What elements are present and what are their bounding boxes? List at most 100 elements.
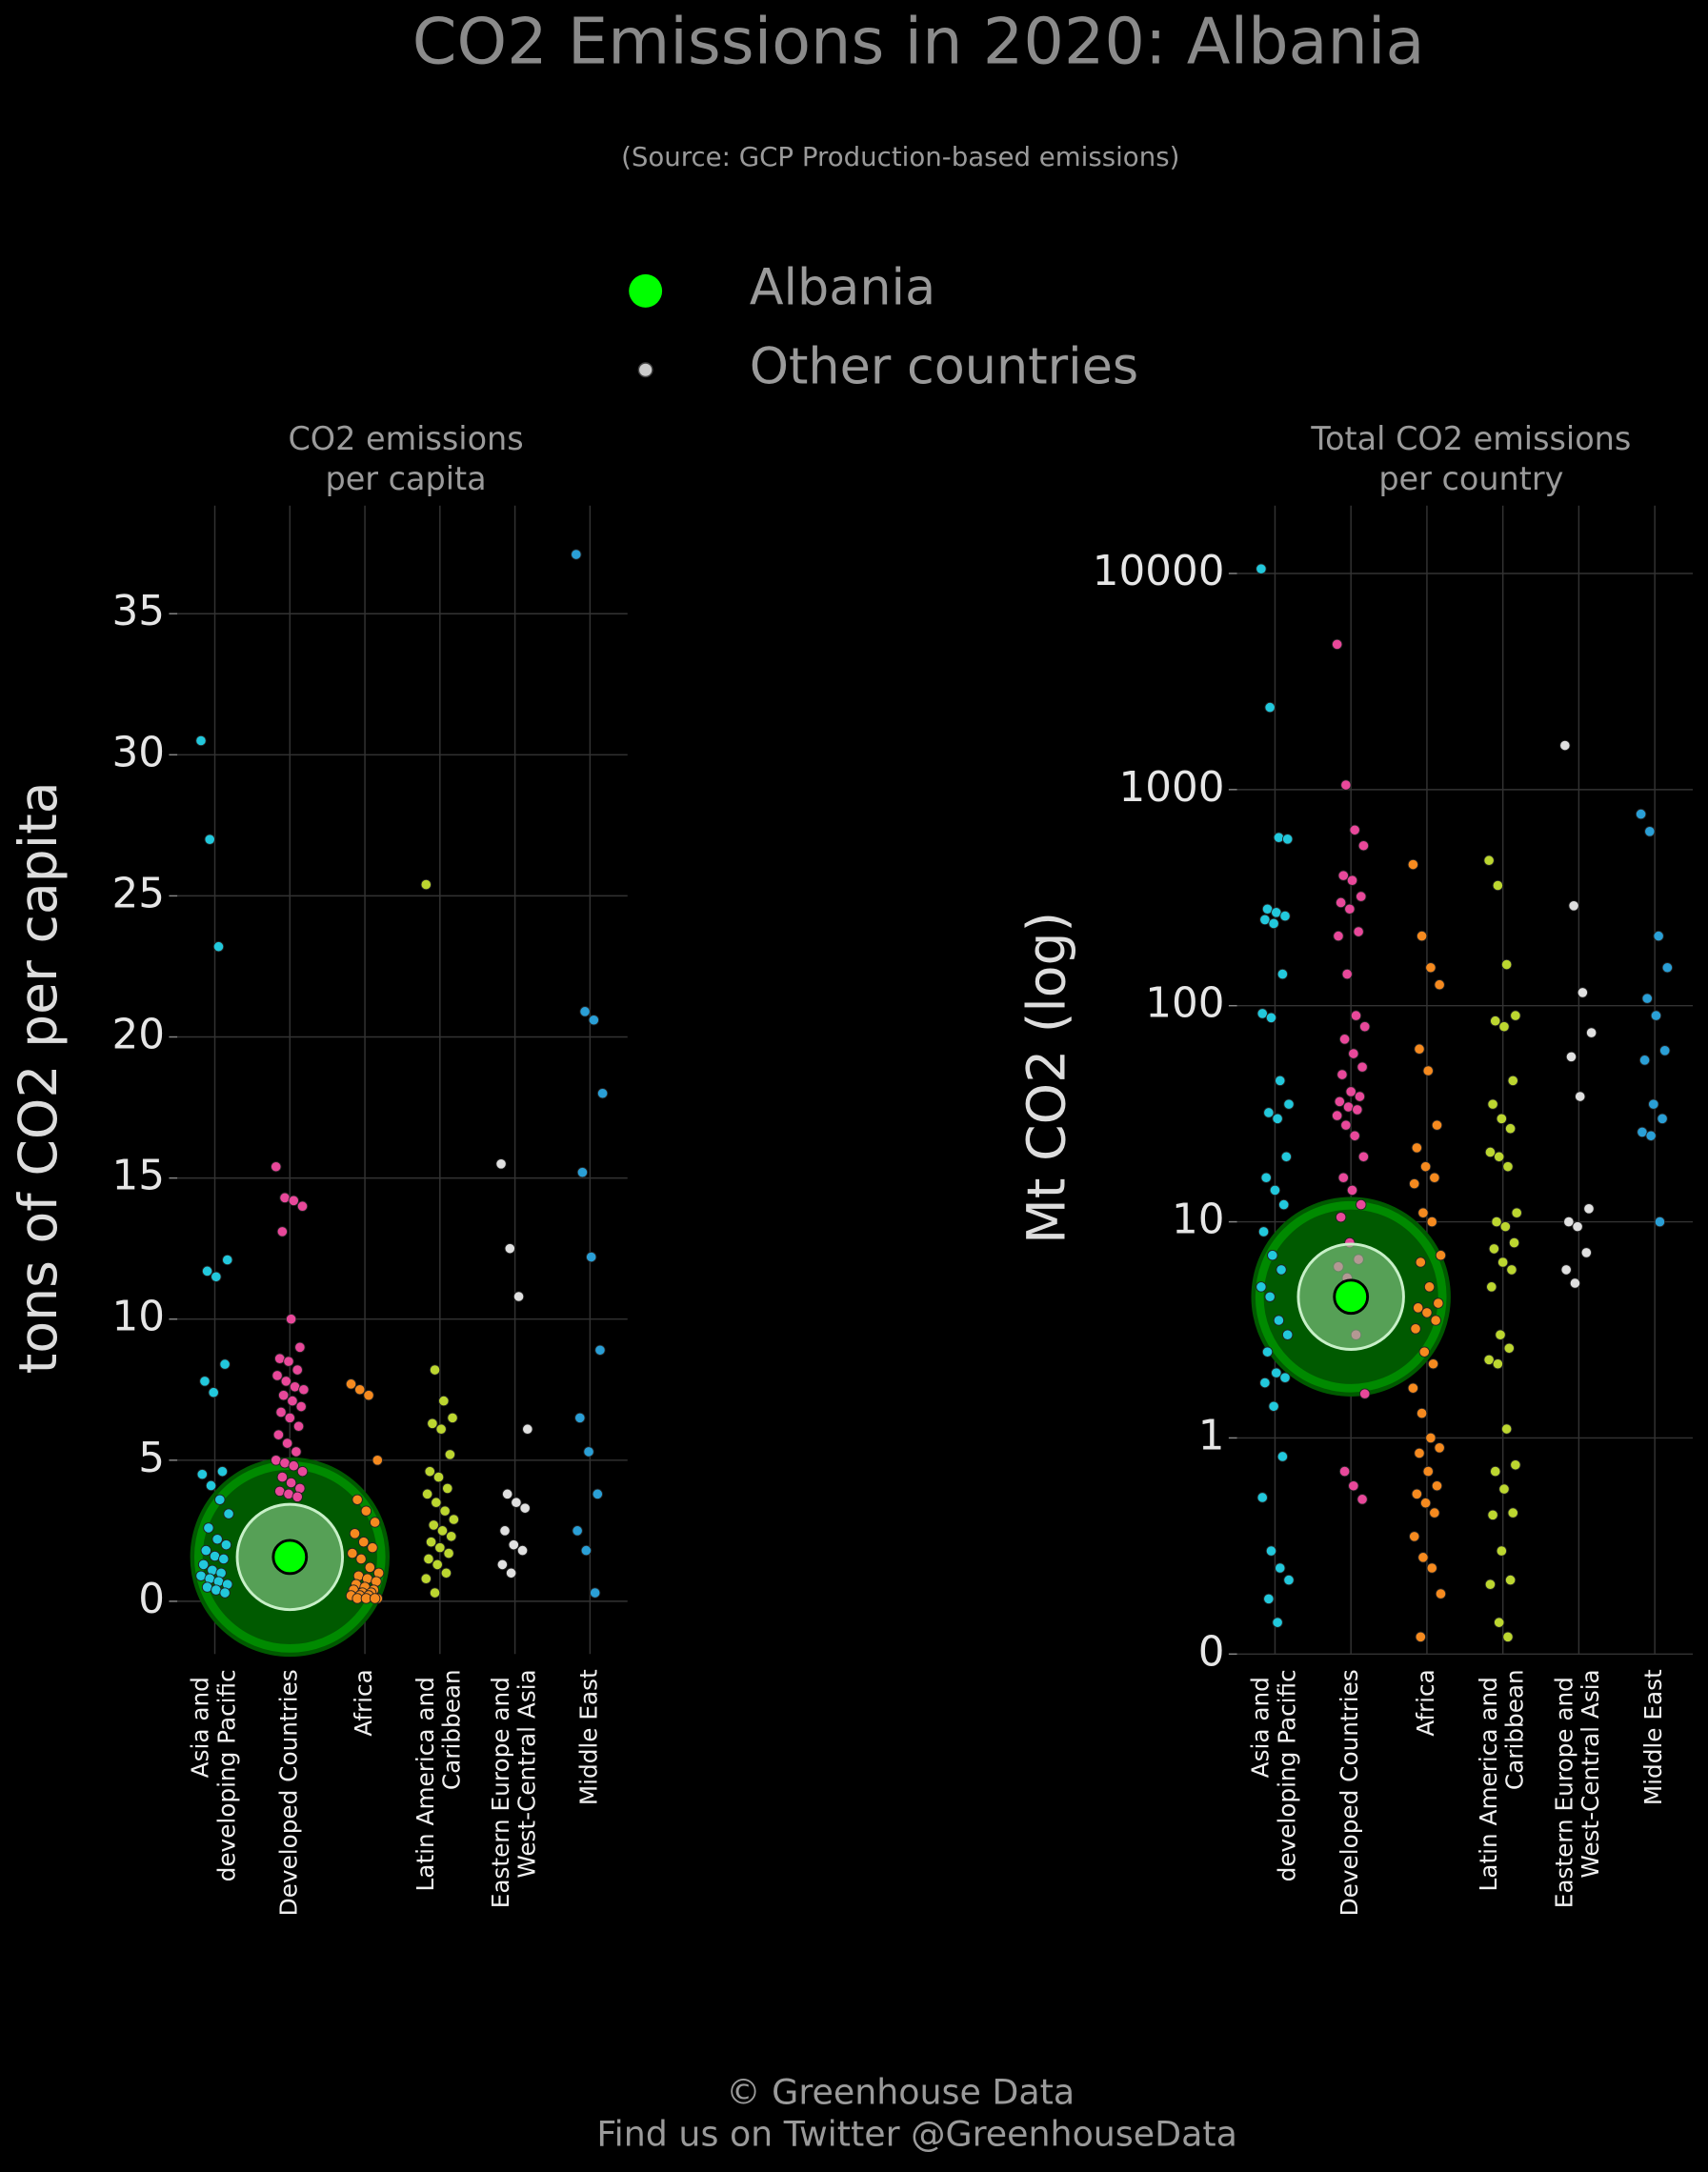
point: [1413, 1302, 1424, 1314]
point: [580, 1544, 593, 1557]
title: CO2 Emissions in 2020: Albania: [412, 5, 1425, 79]
point: [1504, 1574, 1517, 1586]
point: [574, 1412, 586, 1424]
point: [440, 1567, 452, 1579]
point: [592, 1488, 603, 1500]
point: [1331, 1110, 1343, 1121]
x-tick-label: Africa: [350, 1669, 377, 1737]
point: [1276, 1451, 1289, 1462]
point: [1565, 1051, 1577, 1063]
point: [1352, 1104, 1363, 1116]
point: [1422, 1465, 1434, 1478]
point: [431, 1497, 442, 1508]
point: [1272, 1113, 1283, 1124]
point: [594, 1344, 606, 1356]
point: [1483, 1354, 1495, 1366]
point: [1648, 1098, 1659, 1110]
point: [1429, 1507, 1440, 1518]
point: [501, 1488, 513, 1500]
point: [1645, 1130, 1657, 1141]
point: [432, 1559, 443, 1571]
point: [1409, 1531, 1420, 1542]
point: [1425, 1432, 1437, 1444]
point: [1572, 1220, 1583, 1233]
point: [1429, 1172, 1440, 1183]
point: [1348, 1480, 1359, 1492]
point: [1430, 1315, 1441, 1326]
point: [1659, 1045, 1671, 1056]
point: [443, 1547, 454, 1559]
point: [1416, 930, 1428, 942]
point: [495, 1158, 507, 1170]
point: [204, 834, 215, 845]
point: [1414, 1447, 1425, 1459]
point: [205, 1479, 217, 1492]
point: [420, 878, 432, 891]
point: [1256, 1492, 1268, 1503]
point: [1416, 1407, 1428, 1419]
point: [197, 1559, 210, 1571]
point: [446, 1531, 457, 1542]
point: [1411, 1142, 1423, 1154]
point: [1349, 1130, 1360, 1141]
point: [1265, 1012, 1277, 1023]
point: [1273, 1315, 1285, 1326]
point: [208, 1387, 219, 1398]
point: [285, 1314, 297, 1325]
point: [1559, 739, 1571, 752]
point: [1499, 1220, 1511, 1233]
point: [295, 1400, 307, 1413]
point: [1407, 858, 1419, 871]
point: [294, 1341, 306, 1353]
point: [1431, 1119, 1443, 1131]
point: [211, 1534, 223, 1545]
point: [1641, 993, 1653, 1004]
point: [1354, 1091, 1366, 1102]
x-tick-label: Middle East: [1639, 1669, 1667, 1805]
point: [1491, 1216, 1502, 1228]
point: [1500, 1423, 1513, 1435]
point: [444, 1449, 456, 1460]
point: [512, 1291, 525, 1302]
point: [1359, 1388, 1371, 1399]
point: [1349, 824, 1360, 835]
point: [349, 1528, 361, 1539]
point: [519, 1502, 531, 1514]
point: [447, 1412, 458, 1424]
point: [1494, 1151, 1505, 1162]
point: [596, 1088, 609, 1099]
point: [1486, 1281, 1497, 1293]
point: [1267, 1250, 1278, 1261]
point: [1282, 834, 1294, 845]
point: [288, 1195, 299, 1206]
point: [1511, 1207, 1522, 1218]
point: [1256, 563, 1267, 574]
point: [1283, 1574, 1295, 1586]
point: [1275, 1075, 1286, 1087]
x-tick-label: Latin America and Caribbean: [1475, 1669, 1529, 1891]
point: [288, 1460, 299, 1472]
point: [1498, 1483, 1510, 1495]
point: [429, 1587, 441, 1599]
point: [1417, 1552, 1429, 1563]
point: [1356, 891, 1367, 902]
point: [1346, 875, 1358, 886]
point: [423, 1553, 434, 1565]
y-tick-label: 10: [112, 1294, 165, 1341]
point: [505, 1567, 517, 1579]
point: [435, 1423, 447, 1435]
point: [1503, 1342, 1515, 1354]
point: [436, 1525, 449, 1537]
point: [1654, 1216, 1666, 1228]
point: [223, 1508, 234, 1519]
point: [220, 1538, 232, 1551]
y-tick-label: 30: [112, 729, 165, 776]
point: [432, 1471, 445, 1483]
point: [1487, 1509, 1498, 1520]
point: [200, 1544, 211, 1557]
point: [429, 1364, 441, 1376]
point: [271, 1370, 283, 1381]
point: [369, 1517, 381, 1528]
y-tick-label: 10: [1172, 1197, 1225, 1244]
point: [291, 1364, 303, 1376]
